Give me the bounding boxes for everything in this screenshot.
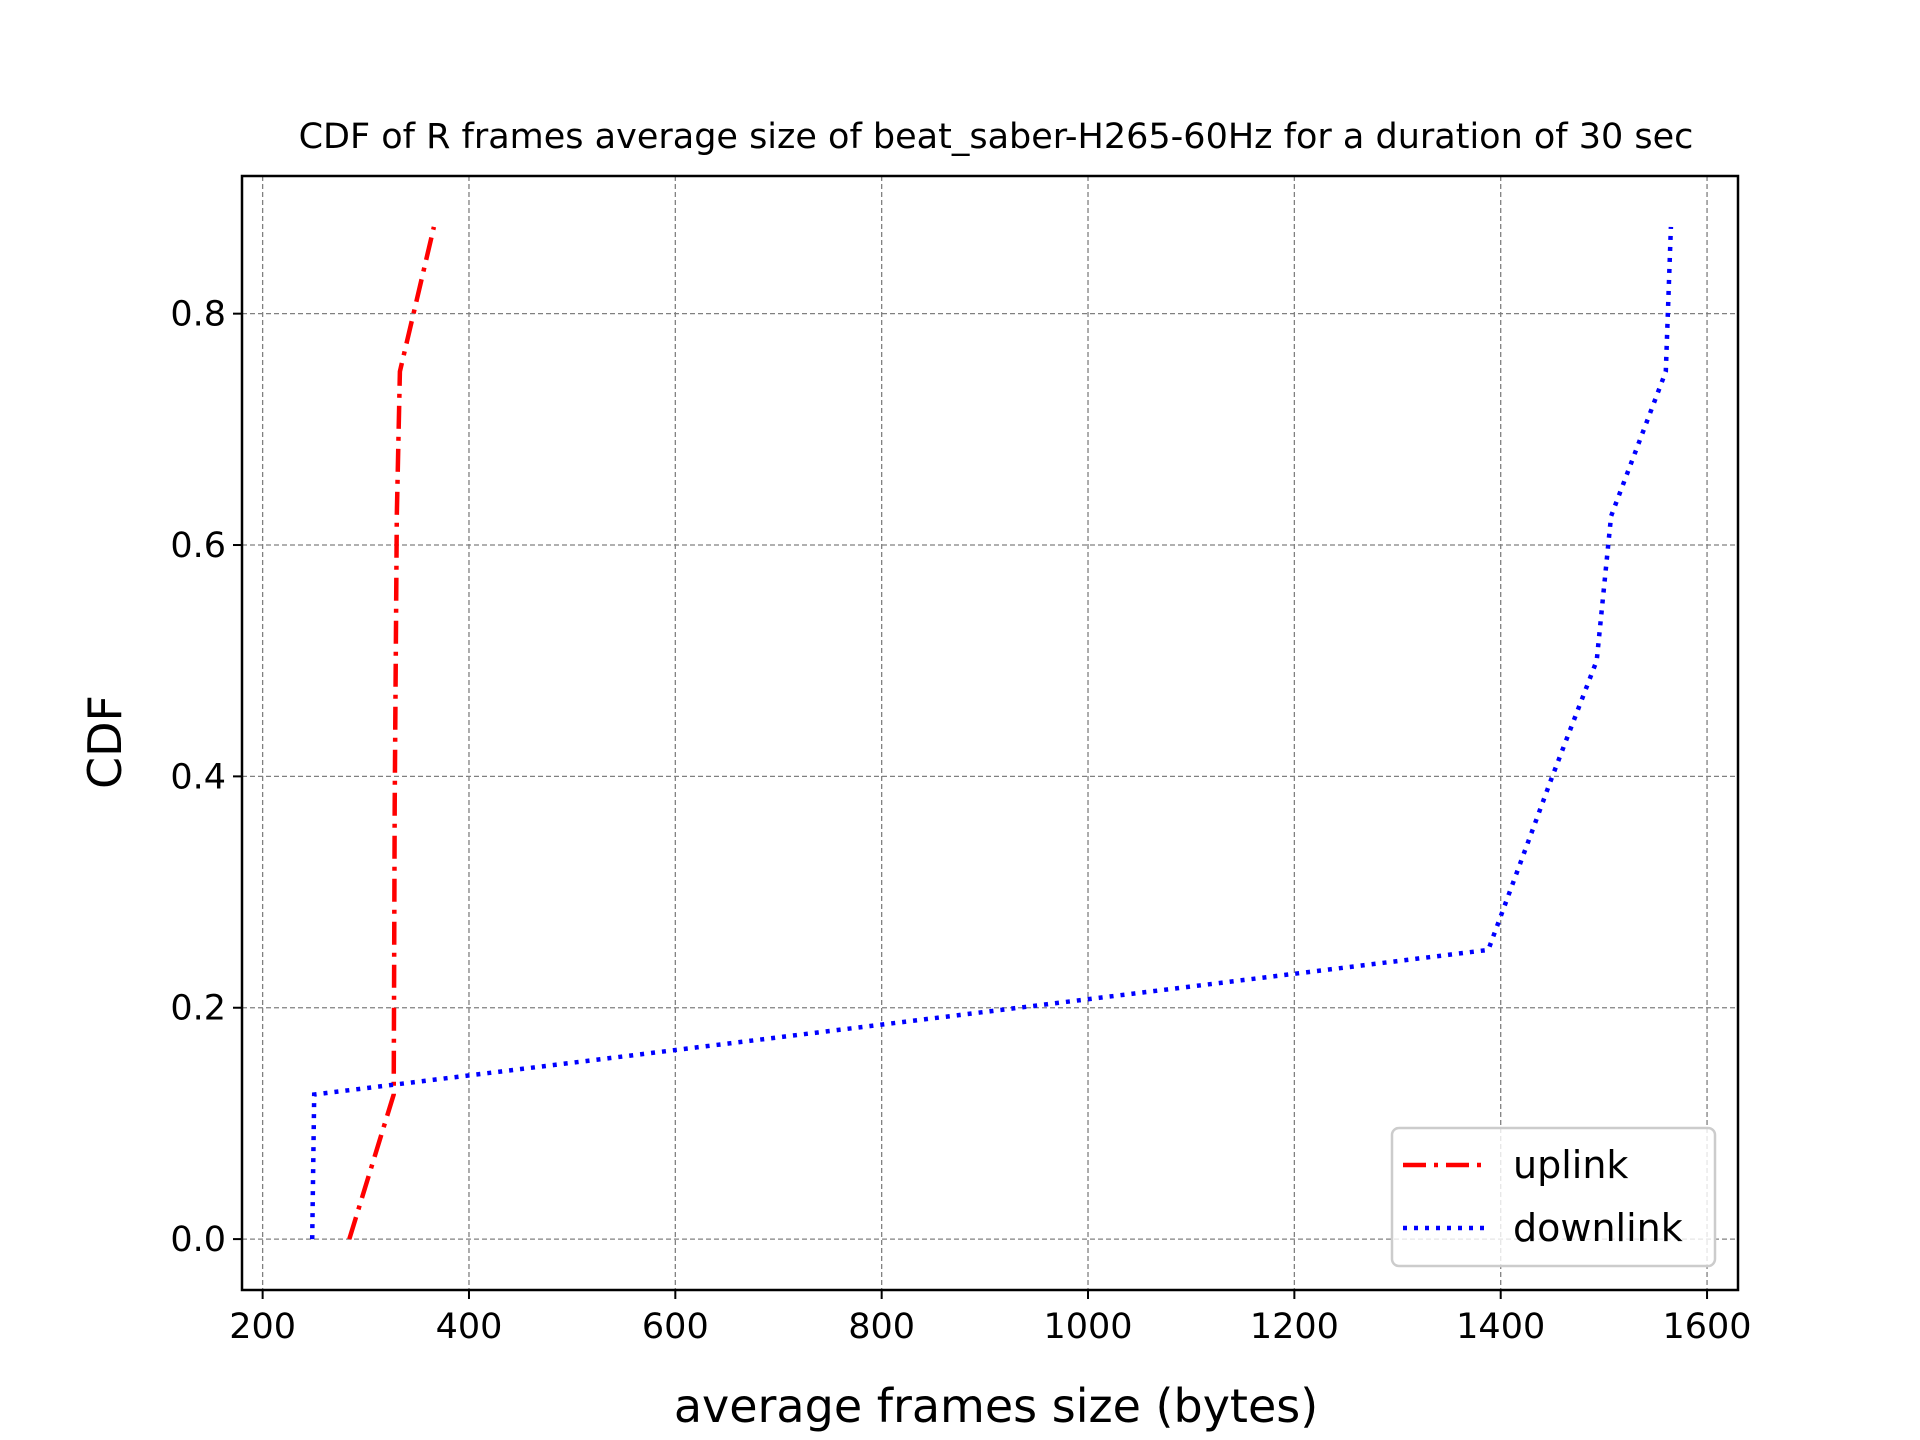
y-tick-label-2: 0.4 [170, 757, 226, 797]
x-tick-label-7: 1600 [1663, 1307, 1752, 1347]
x-axis-label: average frames size (bytes) [674, 1379, 1318, 1433]
chart-title: CDF of R frames average size of beat_sab… [299, 117, 1694, 157]
x-tick-label-0: 200 [229, 1307, 296, 1347]
x-tick-label-1: 400 [436, 1307, 503, 1347]
legend-downlink-label: downlink [1513, 1206, 1683, 1250]
x-tick-label-3: 800 [848, 1307, 915, 1347]
legend: uplink downlink [1390, 1126, 1717, 1268]
y-tick-label-1: 0.2 [170, 989, 226, 1029]
legend-box [1390, 1126, 1717, 1268]
series-layer [309, 226, 1674, 1240]
y-axis-ticks: 0.0 0.2 0.4 0.6 0.8 [170, 295, 242, 1260]
x-tick-label-4: 1000 [1043, 1307, 1132, 1347]
y-tick-label-0: 0.0 [170, 1220, 226, 1260]
series-line-downlink [309, 226, 1674, 1240]
x-tick-label-6: 1400 [1456, 1307, 1545, 1347]
grid [242, 176, 1738, 1290]
legend-uplink-label: uplink [1513, 1143, 1628, 1187]
x-tick-label-5: 1200 [1250, 1307, 1339, 1347]
x-axis-ticks: 200 400 600 800 1000 1200 1400 1600 [229, 1290, 1752, 1347]
x-tick-label-2: 600 [642, 1307, 709, 1347]
plot-frame [240, 174, 1740, 1292]
y-tick-label-3: 0.6 [170, 526, 226, 566]
y-tick-label-4: 0.8 [170, 295, 226, 335]
y-axis-label: CDF [78, 695, 132, 789]
